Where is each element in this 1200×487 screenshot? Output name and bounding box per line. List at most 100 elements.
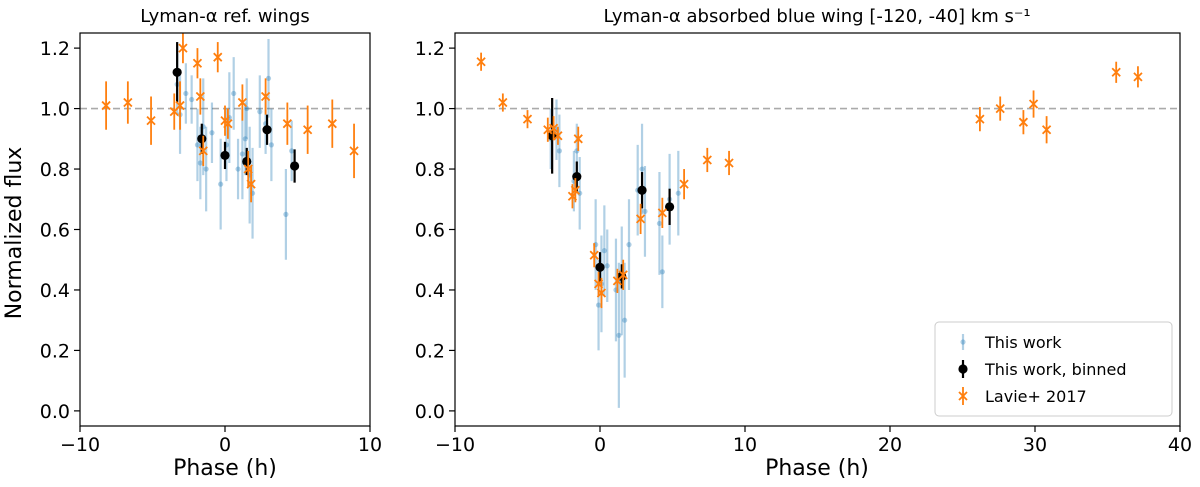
right-y-tick-label: 0.2 (415, 340, 445, 362)
left-lavie-point (146, 116, 156, 126)
right-y-tick-label: 0.8 (415, 159, 445, 181)
right-this-work-point (626, 242, 632, 248)
right-lavie-point (498, 97, 508, 108)
left-x-tick-label: 0 (219, 434, 231, 456)
right-panel: Lyman-α absorbed blue wing [-120, -40] k… (415, 6, 1192, 481)
legend-this-work-marker (960, 339, 966, 345)
right-x-tick-label: 40 (1168, 434, 1192, 456)
left-y-tick-label: 0.4 (40, 280, 70, 302)
right-lavie-point (1041, 125, 1052, 135)
left-this-work-point (268, 142, 274, 148)
left-lavie-point (178, 43, 188, 53)
left-lavie-point (282, 119, 292, 129)
right-binned-point (572, 171, 582, 182)
right-binned-point (637, 185, 647, 195)
left-this-work-point (194, 142, 201, 148)
left-this-work-point (239, 151, 245, 157)
y-axis-label: Normalized flux (2, 147, 27, 320)
left-lavie-point (213, 52, 223, 62)
legend-lavie-marker (958, 391, 968, 401)
right-this-work-point (577, 190, 583, 196)
right-series-big-dot (547, 97, 675, 289)
legend-label: Lavie+ 2017 (985, 387, 1087, 406)
left-lavie-point (192, 58, 203, 68)
left-plot-area: −10 0 10 0.0 0.2 0.4 0.6 0.8 1.0 1.2 (40, 32, 382, 456)
right-lavie-point (635, 214, 646, 224)
right-lavie-point (657, 208, 667, 218)
right-lavie-point (702, 155, 712, 165)
right-lavie-point (573, 134, 583, 144)
right-this-work-point (556, 148, 563, 154)
left-x-tick-label: 10 (358, 434, 382, 456)
right-lavie-point (522, 114, 533, 124)
left-this-work-point (289, 148, 295, 154)
right-lavie-point (596, 288, 607, 298)
right-series-cross (476, 52, 1143, 309)
left-this-work-point (189, 96, 195, 103)
right-x-axis-label: Phase (h) (765, 456, 869, 481)
left-lavie-point (123, 97, 133, 108)
left-x-axis-label: Phase (h) (173, 456, 277, 481)
right-plot-area: −10 0 10 20 30 40 0.0 0.2 0.4 0.6 0.8 1.0 1.2 (415, 32, 1192, 456)
legend-binned-marker (958, 364, 968, 374)
right-lavie-point (679, 179, 689, 189)
right-series-faint-dot (548, 99, 681, 408)
left-lavie-point (175, 100, 185, 111)
right-binned-point (595, 262, 605, 272)
legend-box (934, 321, 1173, 417)
right-x-tick-label: 10 (733, 434, 757, 456)
right-y-tick-label: 0.6 (415, 220, 445, 242)
left-this-work-point (235, 166, 241, 172)
right-this-work-point (656, 220, 663, 227)
left-series-cross (101, 33, 359, 203)
right-lavie-point (570, 185, 580, 195)
left-this-work-point (257, 109, 263, 115)
left-y-tick-label: 1.2 (40, 38, 70, 60)
left-y-tick-label: 0.2 (40, 340, 70, 362)
left-lavie-point (303, 125, 313, 135)
left-this-work-point (231, 90, 237, 97)
left-binned-point (220, 150, 230, 161)
left-this-work-point (183, 90, 189, 97)
left-this-work-point (283, 211, 289, 217)
left-this-work-point (197, 160, 203, 166)
left-lavie-point (223, 119, 233, 129)
right-lavie-point (548, 123, 559, 133)
left-series-faint-dot (174, 39, 295, 260)
right-lavie-point (1111, 67, 1121, 77)
right-y-tick-label: 0.4 (415, 280, 445, 302)
left-lavie-point (246, 179, 256, 189)
right-x-tick-label: 0 (594, 434, 606, 456)
left-axes-frame (79, 32, 371, 427)
left-this-work-point (209, 130, 215, 136)
right-y-tick-label: 0.0 (415, 401, 445, 423)
legend-label: This work (984, 333, 1062, 352)
left-y-tick-label: 1.0 (40, 99, 70, 121)
left-y-tick-label: 0.6 (40, 220, 70, 242)
left-binned-point (290, 161, 300, 171)
left-this-work-point (242, 136, 248, 142)
right-y-tick-label: 1.0 (415, 99, 445, 121)
left-binned-point (172, 67, 182, 77)
right-x-tick-label: 30 (1023, 434, 1047, 456)
legend-entry: This work (960, 333, 1062, 352)
right-lavie-point (995, 103, 1005, 114)
right-this-work-point (622, 317, 628, 323)
right-lavie-point (1133, 72, 1143, 82)
right-y-tick-label: 1.2 (415, 38, 445, 60)
right-x-tick-label: 20 (878, 434, 902, 456)
legend: This work This work, binned Lavie+ 2017 (934, 321, 1173, 417)
right-lavie-point (589, 250, 599, 260)
left-y-tick-label: 0.8 (40, 159, 70, 181)
right-this-work-point (659, 269, 665, 275)
right-this-work-point (675, 190, 681, 196)
right-this-work-point (639, 166, 645, 172)
right-this-work-point (601, 248, 607, 254)
left-binned-point (262, 125, 272, 135)
left-x-tick-label: −10 (60, 434, 100, 456)
legend-entry: Lavie+ 2017 (958, 387, 1087, 406)
right-this-work-point (642, 208, 648, 214)
right-this-work-point (595, 302, 602, 308)
legend-entry: This work, binned (958, 360, 1127, 379)
